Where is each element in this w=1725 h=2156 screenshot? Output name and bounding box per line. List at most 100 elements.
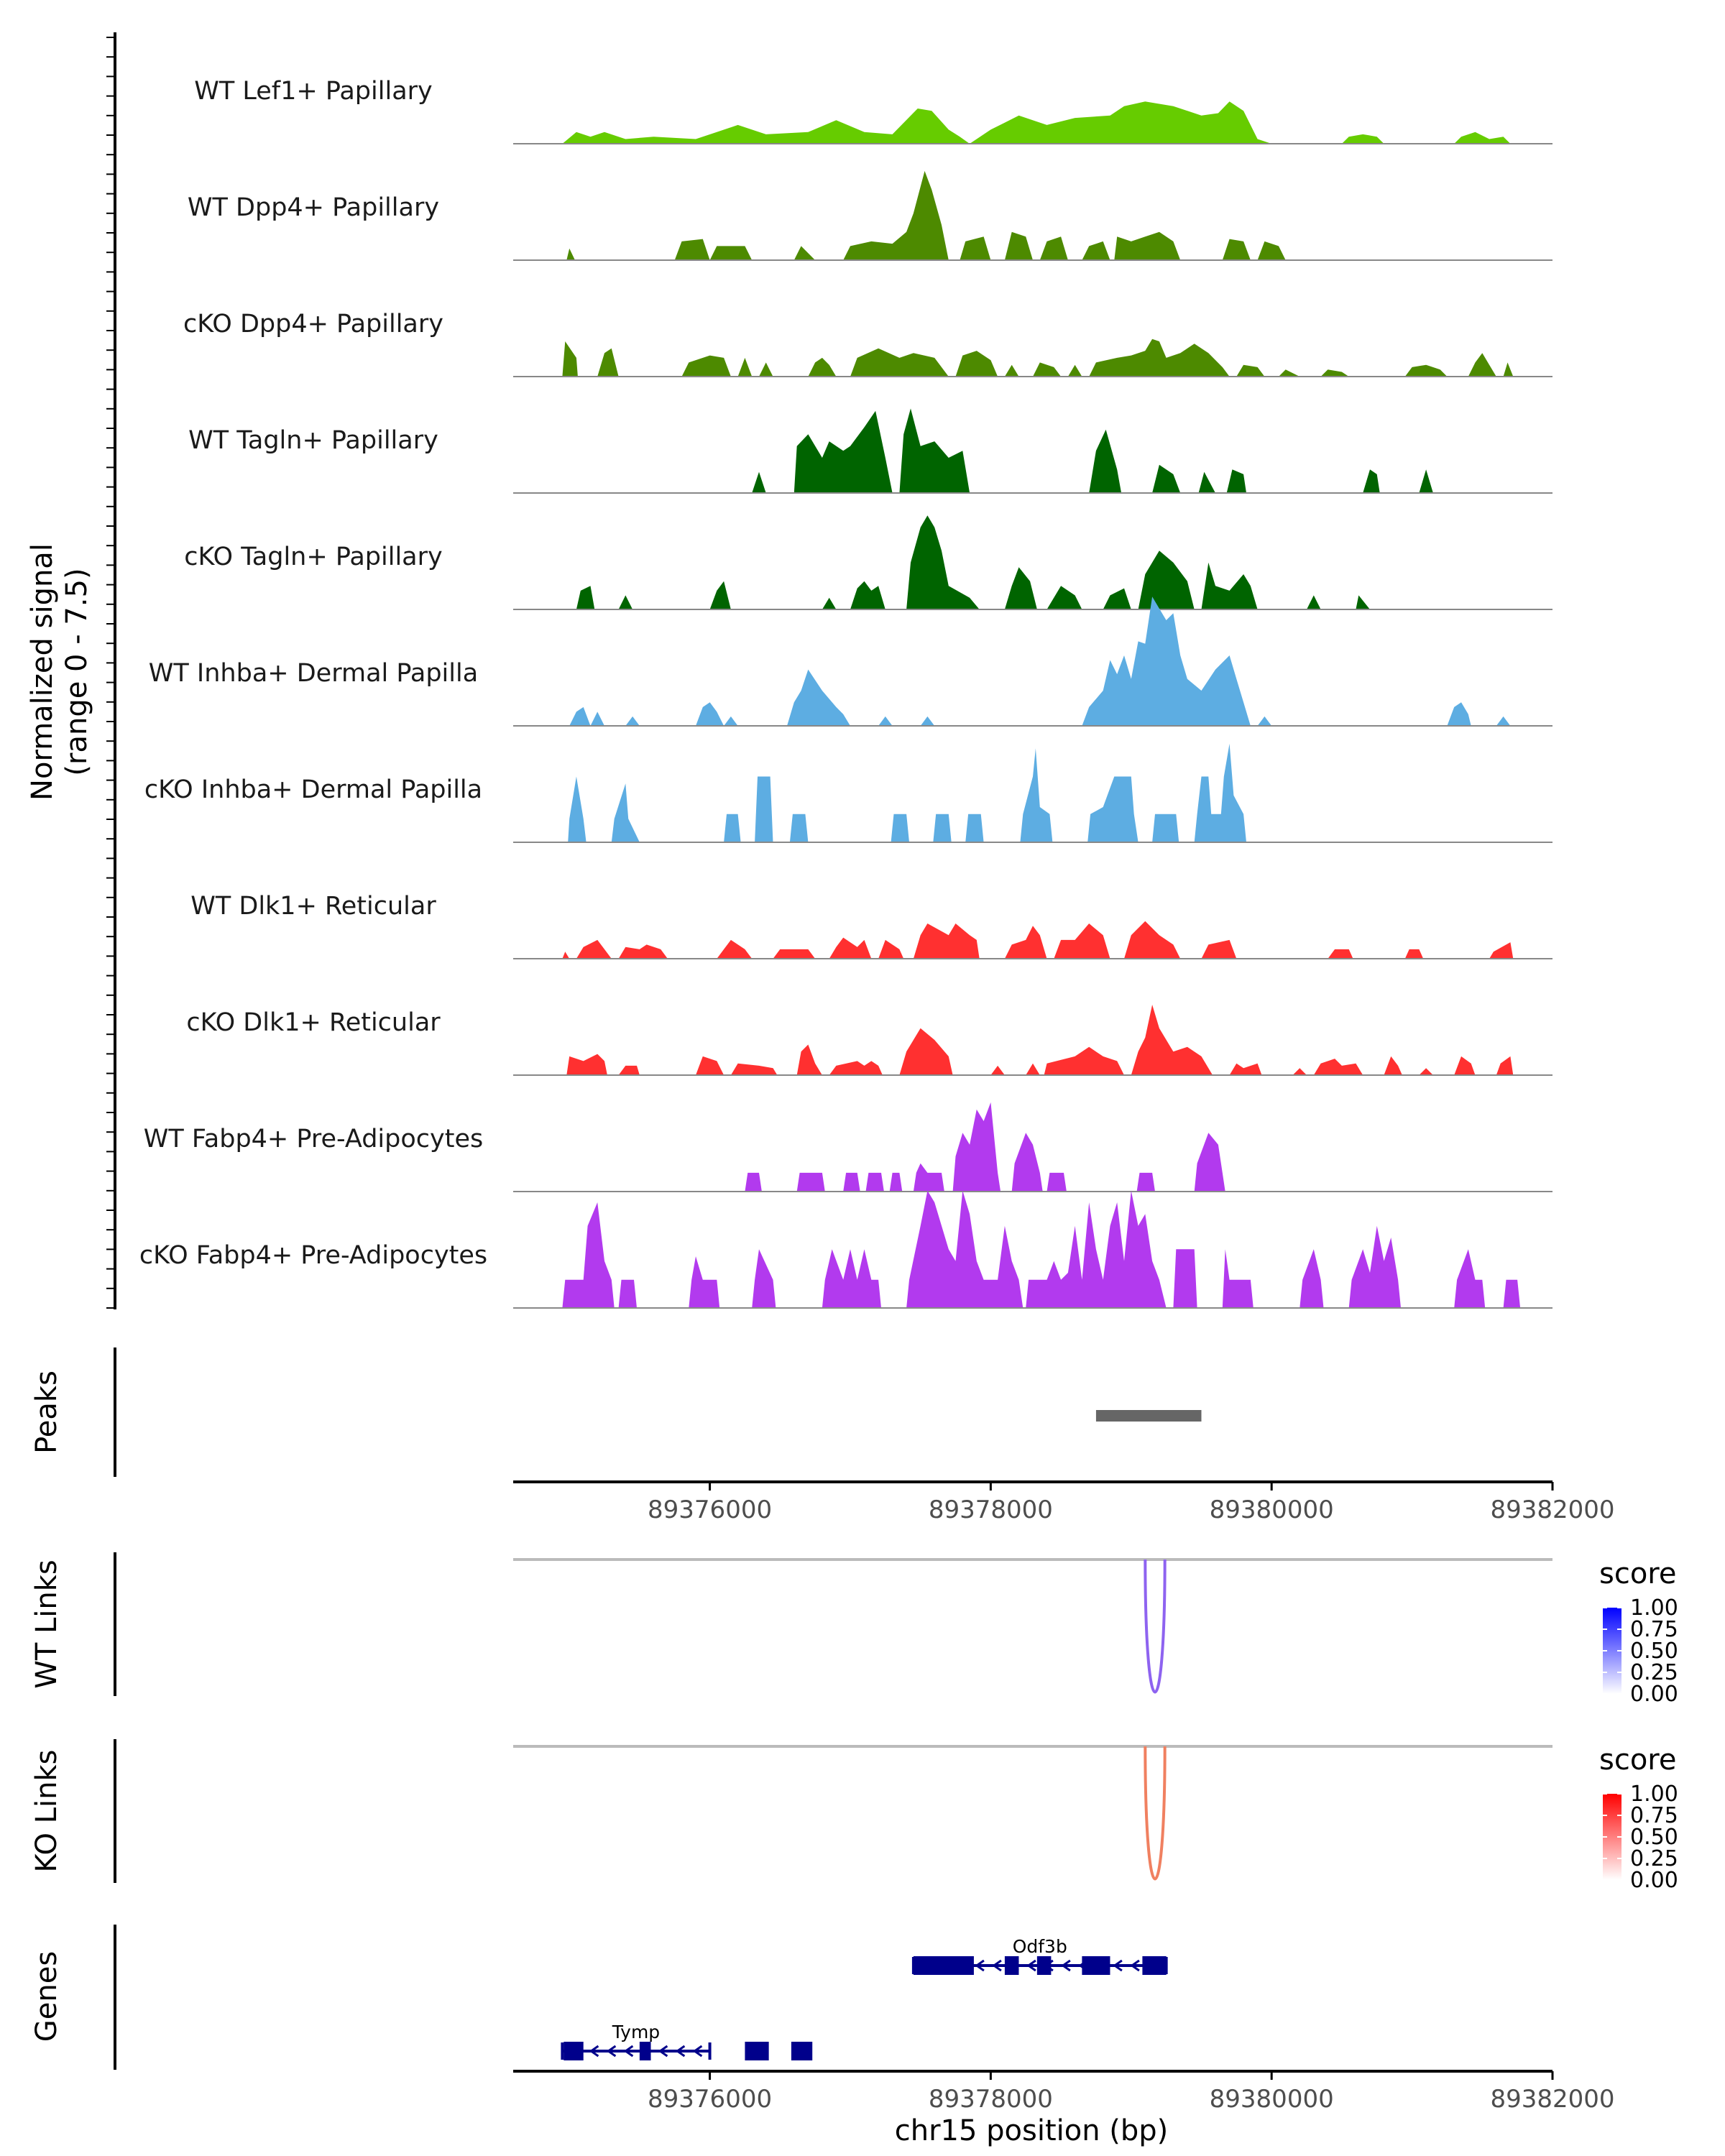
track-10: WT Fabp4+ Pre-Adipocytes [144, 1102, 1552, 1192]
track-6: WT Inhba+ Dermal Papilla [149, 596, 1552, 727]
x-tick-label: 89378000 [929, 1496, 1053, 1524]
track-area [569, 596, 1511, 726]
gene-exon [1004, 1956, 1019, 1975]
legend-tick-label: 1.00 [1630, 1595, 1678, 1621]
track-label: cKO Inhba+ Dermal Papilla [144, 775, 482, 804]
strand-arrow [589, 2045, 599, 2058]
ylabel-group: Normalized signal (range 0 - 7.5) [26, 543, 93, 801]
genes-title: Genes [30, 1951, 63, 2042]
gene-exon [913, 1956, 974, 1975]
gene-exon [639, 2042, 651, 2060]
track-label: cKO Tagln+ Papillary [184, 543, 443, 571]
wt-links-title: WT Links [30, 1560, 63, 1688]
ylabel-line1: Normalized signal [26, 543, 59, 801]
track-area [562, 1190, 1521, 1308]
track-9: cKO Dlk1+ Reticular [186, 1005, 1552, 1076]
legend-tick-label: 0.25 [1630, 1660, 1678, 1685]
track-label: cKO Dlk1+ Reticular [186, 1008, 441, 1037]
track-label: WT Inhba+ Dermal Papilla [149, 659, 478, 688]
strand-arrow [623, 2045, 634, 2058]
gene-odf3b: Odf3b [911, 1936, 1168, 1975]
legend-tick-label: 0.00 [1630, 1682, 1678, 1707]
track-area [576, 515, 1370, 609]
track-area [566, 1005, 1514, 1075]
ko-score-legend: score 1.000.750.500.250.00 [1599, 1743, 1678, 1893]
wt-legend-title: score [1599, 1557, 1676, 1590]
legend-tick-label: 0.50 [1630, 1825, 1678, 1850]
track-2: WT Dpp4+ Papillary [188, 170, 1552, 261]
legend-tick-label: 0.75 [1630, 1617, 1678, 1642]
track-11: cKO Fabp4+ Pre-Adipocytes [139, 1190, 1552, 1309]
peaks-title: Peaks [30, 1370, 63, 1454]
peaks-panel: Peaks [30, 1348, 1202, 1477]
track-label: cKO Dpp4+ Papillary [183, 310, 443, 338]
gene-exon [1142, 1956, 1167, 1975]
genes-panel: Genes Odf3b Tymp [30, 1925, 1168, 2070]
x-axis-lower: 89376000 89378000 89380000 89382000 [513, 2070, 1615, 2114]
strand-arrow [606, 2045, 617, 2058]
track-label: WT Fabp4+ Pre-Adipocytes [144, 1125, 483, 1153]
xlabel: chr15 position (bp) [895, 2114, 1169, 2147]
x-tick-label: 89382000 [1490, 1496, 1614, 1524]
track-area [566, 170, 1286, 260]
signal-axis [106, 32, 116, 1309]
legend-tick-label: 0.50 [1630, 1639, 1678, 1664]
x-axis-upper: 89376000 89378000 89380000 89382000 [513, 1480, 1615, 1524]
signal-tracks: WT Lef1+ Papillary WT Dpp4+ Papillary cKO … [139, 77, 1552, 1309]
gene-tymp: Tymp [561, 2022, 813, 2060]
legend-tick-label: 0.75 [1630, 1803, 1678, 1828]
gene-exon [564, 2042, 584, 2060]
peak-region [1095, 1410, 1202, 1422]
track-area [562, 101, 1511, 144]
track-4: WT Tagln+ Papillary [188, 408, 1552, 494]
gene-exon [1036, 1956, 1052, 1975]
strand-arrow [658, 2045, 668, 2058]
link-arc [1144, 1746, 1167, 1881]
ko-links-panel: KO Links [30, 1739, 1552, 1883]
legend-tick-label: 1.00 [1630, 1782, 1678, 1807]
track-label: cKO Fabp4+ Pre-Adipocytes [139, 1241, 487, 1270]
track-area [568, 743, 1246, 842]
ko-links-title: KO Links [30, 1750, 63, 1873]
track-area [562, 921, 1514, 959]
gene-exon [1082, 1956, 1110, 1975]
legend-tick-label: 0.25 [1630, 1846, 1678, 1871]
strand-arrow [692, 2045, 703, 2058]
strand-arrow [1061, 1959, 1071, 1972]
track-7: cKO Inhba+ Dermal Papilla [144, 743, 1552, 843]
strand-arrow [1026, 1959, 1036, 1972]
x-tick-label: 89376000 [648, 1496, 772, 1524]
gene-exon [791, 2042, 813, 2060]
link-arc [1144, 1559, 1167, 1694]
track-area [562, 338, 1514, 377]
x-tick-label: 89376000 [648, 2085, 772, 2114]
strand-arrow [975, 1959, 985, 1972]
ylabel-line2: (range 0 - 7.5) [60, 568, 93, 775]
track-8: WT Dlk1+ Reticular [190, 892, 1552, 959]
x-tick-label: 89380000 [1210, 1496, 1334, 1524]
track-area [752, 408, 1433, 493]
track-3: cKO Dpp4+ Papillary [183, 310, 1552, 377]
gene-label: Tymp [612, 2022, 660, 2042]
track-5: cKO Tagln+ Papillary [184, 515, 1552, 610]
gene-exon [745, 2042, 769, 2060]
gene-label: Odf3b [1013, 1936, 1067, 1957]
x-tick-label: 89378000 [929, 2085, 1053, 2114]
track-label: WT Dpp4+ Papillary [188, 193, 439, 222]
legend-tick-label: 0.00 [1630, 1868, 1678, 1893]
wt-score-legend: score 1.000.750.500.250.00 [1599, 1557, 1678, 1707]
track-area [745, 1102, 1225, 1192]
strand-arrow [1113, 1959, 1123, 1972]
track-1: WT Lef1+ Papillary [194, 77, 1552, 144]
strand-arrow [675, 2045, 686, 2058]
wt-links-panel: WT Links [30, 1552, 1552, 1696]
ko-legend-title: score [1599, 1743, 1676, 1777]
track-label: WT Lef1+ Papillary [194, 77, 433, 106]
track-label: WT Dlk1+ Reticular [190, 892, 436, 921]
strand-arrow [992, 1959, 1002, 1972]
track-label: WT Tagln+ Papillary [188, 426, 438, 455]
x-tick-label: 89382000 [1490, 2085, 1614, 2114]
strand-arrow [1130, 1959, 1140, 1972]
x-tick-label: 89380000 [1210, 2085, 1334, 2114]
